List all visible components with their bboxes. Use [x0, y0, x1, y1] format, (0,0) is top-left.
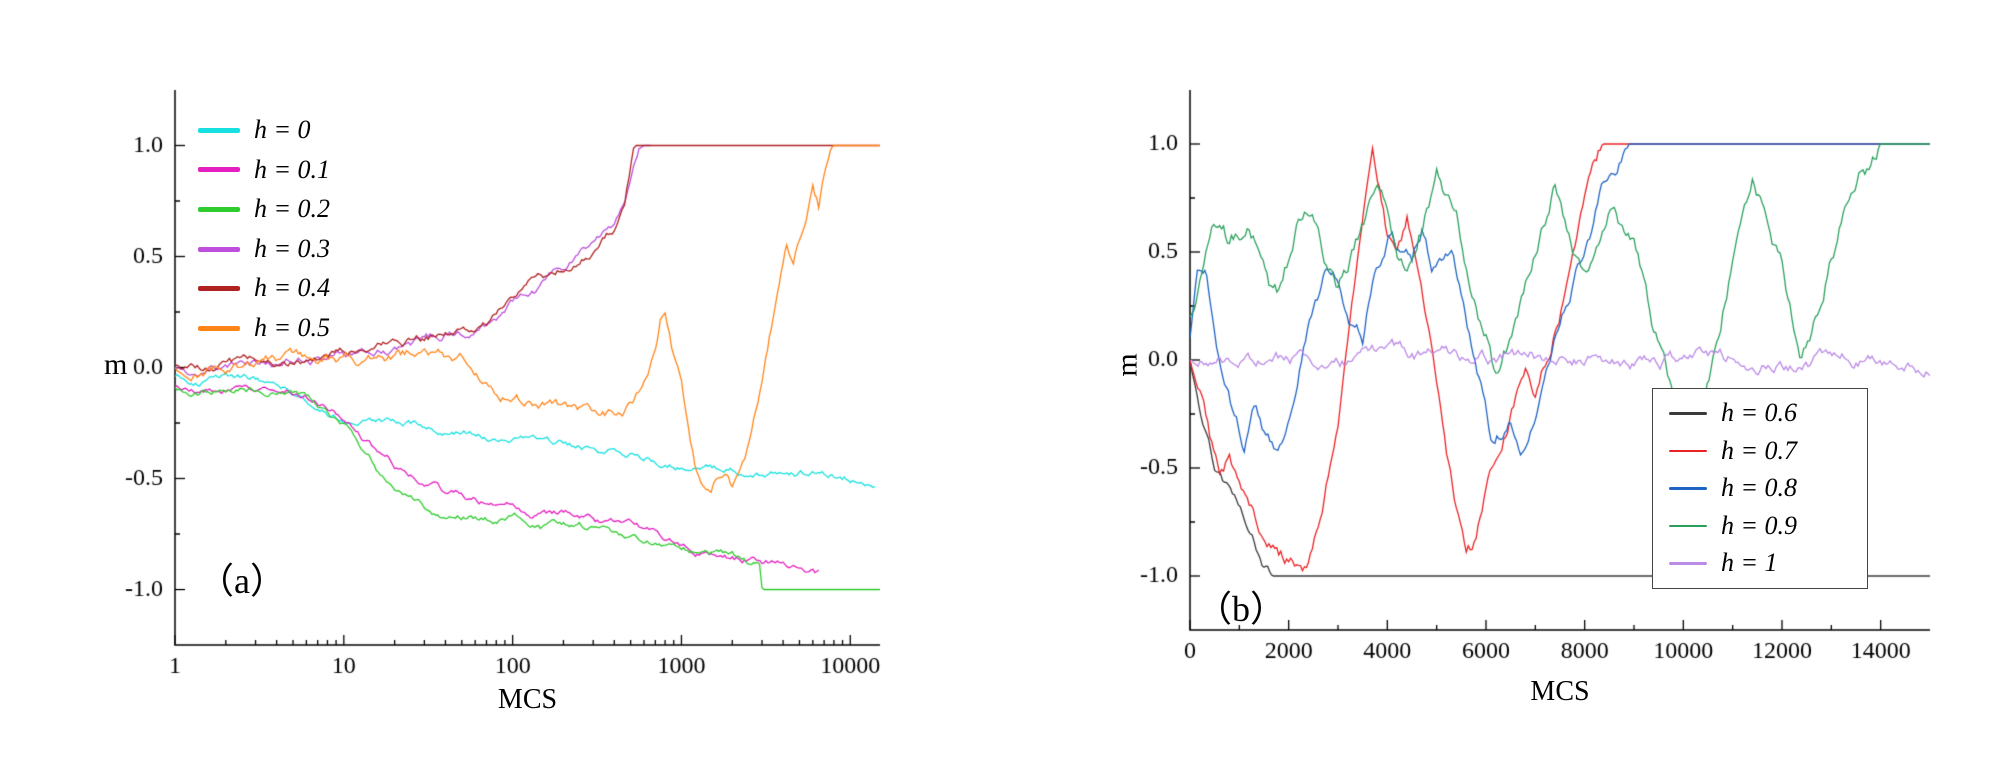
panel-a-x-axis-label: MCS: [497, 684, 558, 715]
legend-item: h = 0.7: [1669, 435, 1851, 466]
legend-item-label: h = 0.8: [1721, 473, 1798, 503]
legend-item: h = 0.3: [198, 233, 331, 264]
legend-swatch: [1669, 562, 1707, 565]
panel-b-x-axis-label: MCS: [1530, 676, 1590, 707]
legend-item-label: h = 0.6: [1721, 398, 1798, 427]
legend-swatch: [1669, 524, 1707, 528]
legend-swatch: [198, 286, 240, 292]
legend-item-label: h = 0.5: [254, 312, 331, 342]
legend-item: h = 0: [198, 115, 330, 145]
legend-swatch: [198, 206, 240, 212]
panel-b-annotation: （b）: [1196, 589, 1287, 629]
legend-item: h = 0.8: [1669, 474, 1851, 503]
legend-swatch: [1669, 449, 1707, 453]
legend-item-label: h = 1: [1721, 548, 1778, 578]
panel-b-y-axis-label: m: [1110, 353, 1144, 377]
panel-a-legend: h = 0 h = 0.1 h = 0.2 h = 0.3 h = 0.4 h = 0.5: [198, 115, 331, 343]
legend-item-label: h = 0.3: [254, 233, 331, 263]
legend-item-label: h = 0.4: [254, 273, 331, 303]
panel-a-y-axis-label: m: [104, 348, 128, 381]
legend-item: h = 0.4: [198, 274, 330, 303]
legend-item-label: h = 0.1: [254, 154, 331, 184]
panel-a-annotation: （a）: [198, 561, 286, 601]
legend-swatch: [198, 167, 240, 173]
legend-item: h = 0.9: [1669, 510, 1851, 541]
legend-item-label: h = 0: [254, 115, 311, 144]
legend-swatch: [198, 325, 240, 331]
legend-swatch: [198, 127, 240, 133]
legend-item: h = 0.6: [1669, 398, 1851, 428]
legend-item-label: h = 0.9: [1721, 510, 1798, 540]
legend-item: h = 0.2: [198, 195, 330, 224]
legend-item: h = 1: [1669, 549, 1851, 578]
legend-swatch: [198, 246, 240, 252]
legend-swatch: [1669, 412, 1707, 415]
legend-item-label: h = 0.2: [254, 194, 331, 224]
legend-item: h = 0.1: [198, 154, 331, 185]
legend-item: h = 0.5: [198, 312, 331, 343]
legend-swatch: [1669, 487, 1707, 490]
legend-item-label: h = 0.7: [1721, 435, 1798, 465]
panel-b-legend: h = 0.6 h = 0.7 h = 0.8 h = 0.9 h = 1: [1652, 388, 1868, 589]
